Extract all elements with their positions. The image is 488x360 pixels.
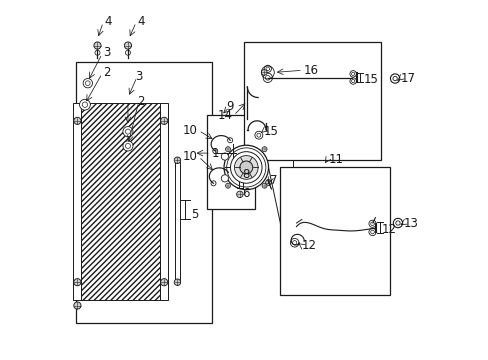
Circle shape — [234, 156, 258, 179]
Circle shape — [349, 78, 356, 84]
Text: 12: 12 — [381, 222, 396, 236]
Text: 9: 9 — [225, 100, 233, 113]
Bar — [81, 103, 160, 300]
Text: 2: 2 — [102, 66, 110, 79]
Circle shape — [74, 302, 81, 309]
Text: 10: 10 — [183, 124, 198, 137]
Circle shape — [124, 42, 131, 49]
Text: 7: 7 — [269, 174, 277, 187]
Circle shape — [74, 279, 81, 286]
Circle shape — [264, 65, 271, 72]
Circle shape — [221, 175, 228, 182]
Bar — [160, 103, 168, 300]
Text: 3: 3 — [135, 69, 142, 82]
Circle shape — [263, 73, 272, 82]
Circle shape — [230, 152, 262, 183]
Circle shape — [254, 131, 262, 139]
Circle shape — [262, 147, 266, 152]
Circle shape — [174, 279, 180, 285]
Bar — [174, 162, 180, 280]
Circle shape — [227, 138, 232, 143]
Bar — [280, 167, 389, 295]
Text: 12: 12 — [301, 239, 316, 252]
Circle shape — [261, 69, 266, 75]
Circle shape — [74, 117, 81, 125]
Circle shape — [368, 220, 375, 227]
Text: 16: 16 — [303, 64, 318, 77]
Text: 2: 2 — [137, 95, 144, 108]
Circle shape — [210, 181, 216, 186]
Circle shape — [212, 149, 217, 154]
Circle shape — [80, 99, 90, 110]
Circle shape — [349, 71, 356, 77]
Circle shape — [221, 153, 228, 160]
Text: 10: 10 — [183, 150, 198, 163]
Text: 15: 15 — [363, 73, 378, 86]
Text: 14: 14 — [218, 109, 233, 122]
Circle shape — [389, 74, 399, 83]
Circle shape — [225, 147, 230, 152]
Text: 3: 3 — [102, 46, 110, 59]
Text: 4: 4 — [137, 15, 144, 28]
Text: 1: 1 — [211, 147, 219, 159]
Circle shape — [122, 141, 133, 151]
Circle shape — [83, 78, 92, 88]
Circle shape — [239, 161, 252, 174]
Circle shape — [226, 148, 265, 187]
Text: 15: 15 — [263, 125, 278, 138]
Text: 5: 5 — [190, 208, 198, 221]
Circle shape — [94, 42, 101, 49]
Circle shape — [174, 157, 180, 163]
Circle shape — [392, 219, 402, 228]
Circle shape — [368, 228, 375, 235]
Circle shape — [265, 180, 271, 185]
Text: 4: 4 — [104, 15, 111, 28]
Bar — [206, 116, 255, 209]
Bar — [73, 103, 81, 300]
Circle shape — [290, 238, 298, 247]
Circle shape — [160, 117, 167, 125]
Circle shape — [225, 170, 230, 175]
Circle shape — [262, 183, 266, 188]
Circle shape — [122, 127, 133, 136]
Circle shape — [225, 183, 230, 188]
Circle shape — [160, 279, 167, 286]
Text: 6: 6 — [241, 187, 248, 200]
Bar — [76, 62, 212, 323]
Text: 8: 8 — [242, 168, 249, 181]
Circle shape — [236, 191, 243, 198]
Text: 17: 17 — [400, 72, 415, 85]
Circle shape — [224, 145, 268, 190]
Text: 11: 11 — [328, 153, 343, 166]
Text: 13: 13 — [403, 216, 418, 230]
Bar — [244, 42, 380, 160]
